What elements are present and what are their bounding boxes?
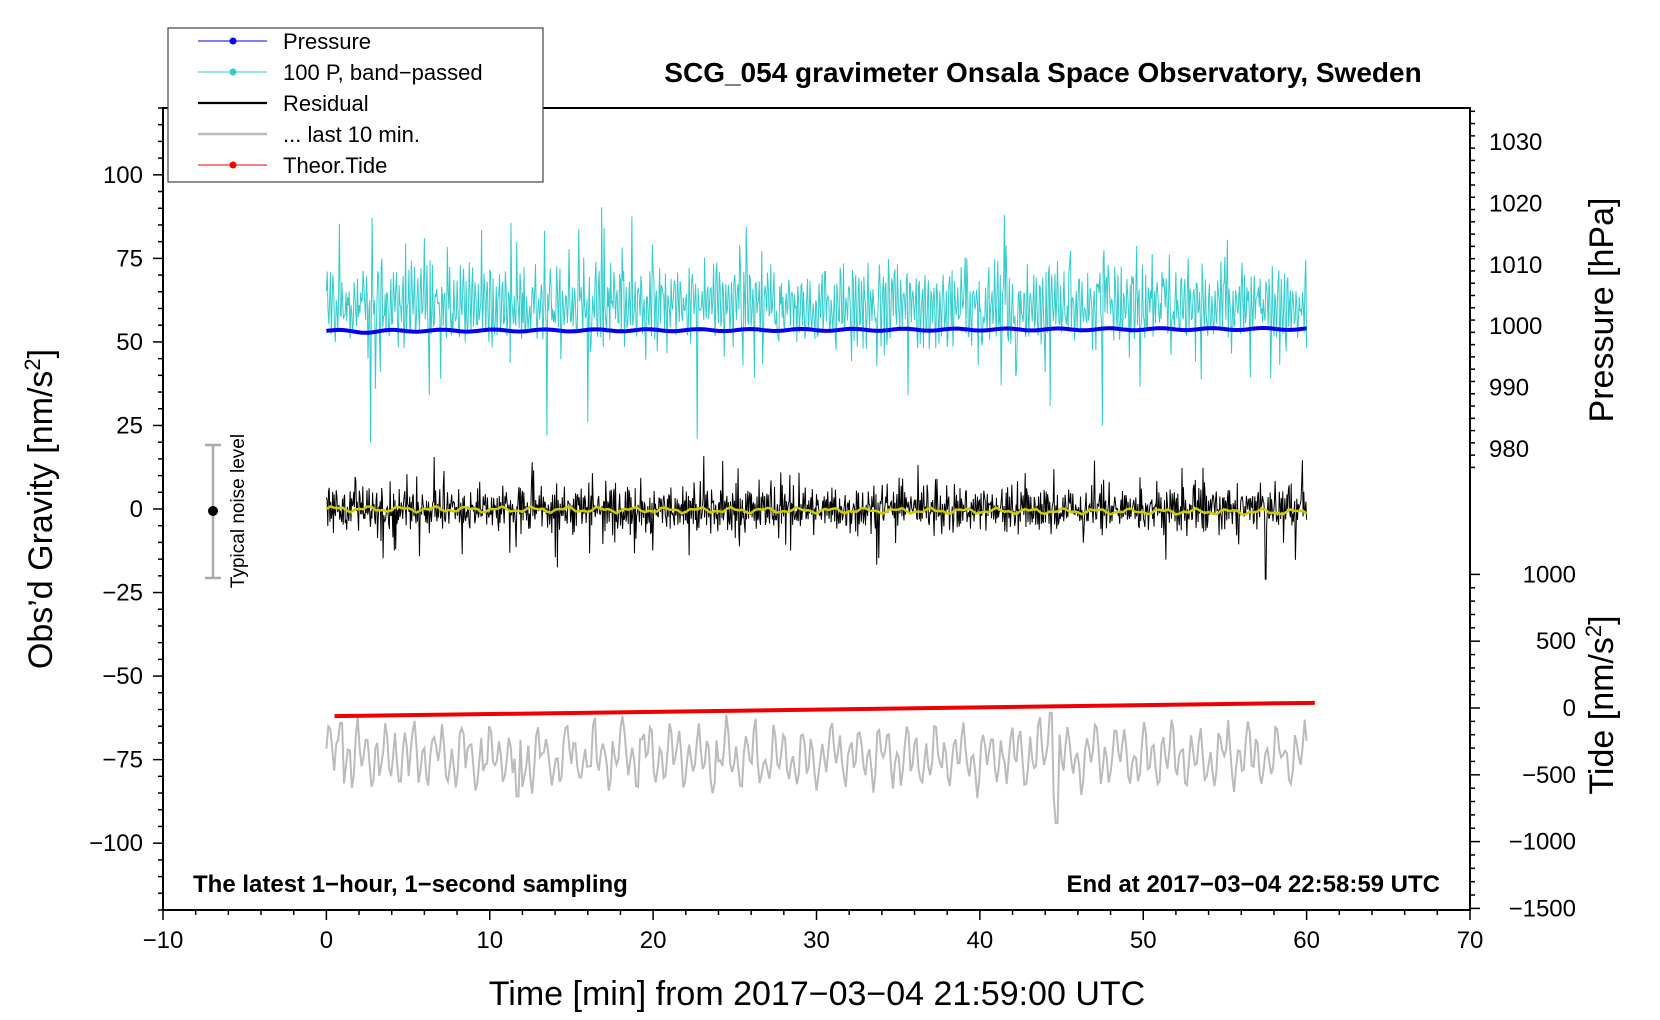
y-tick-label: 25: [116, 412, 143, 439]
y-tick-label: 100: [103, 162, 143, 189]
legend-marker: [229, 161, 237, 169]
legend: Pressure 100 P, band−passed Residual ... la…: [167, 27, 544, 183]
y-tick-label: −75: [102, 747, 143, 774]
x-tick-label: 0: [320, 927, 333, 954]
y-axis-label-tide-tail: ]: [1583, 615, 1621, 624]
caption-left: The latest 1−hour, 1−second sampling: [193, 871, 628, 898]
pressure-tick-label: 990: [1489, 375, 1529, 402]
y-tick-label: 50: [116, 329, 143, 356]
legend-label: ... last 10 min.: [283, 122, 420, 147]
series-theor-tide: [334, 700, 1315, 719]
x-tick-label: 40: [967, 927, 994, 954]
legend-label: Theor.Tide: [283, 153, 387, 178]
y-axis-label-left-sup: 2: [20, 358, 45, 370]
y-tick-label: −50: [102, 663, 143, 690]
x-tick-label: 60: [1293, 927, 1320, 954]
y-tick-label: −100: [89, 830, 143, 857]
tide-tick-label: 0: [1563, 695, 1576, 722]
noise-level-indicator: Typical noise level: [205, 434, 249, 588]
tide-tick-label: −1000: [1509, 829, 1576, 856]
y-axis-label-tide: Tide [nm/s2]: [1581, 615, 1621, 794]
series-pressure: [326, 326, 1307, 335]
x-tick-label: 20: [640, 927, 667, 954]
chart-title: SCG_054 gravimeter Onsala Space Observat…: [664, 57, 1421, 88]
legend-marker: [229, 68, 237, 76]
y-axis-label-pressure: Pressure [hPa]: [1583, 198, 1621, 423]
y-axis-label-tide-base: Tide [nm/s: [1583, 637, 1621, 794]
noise-center-dot: [208, 506, 218, 516]
series-residual: [325, 455, 1308, 580]
x-tick-label: 50: [1130, 927, 1157, 954]
y-axis-label-left: Obs’d Gravity [nm/s2]: [20, 349, 60, 669]
plot-layer: [325, 207, 1315, 825]
pressure-tick-label: 980: [1489, 436, 1529, 463]
tide-tick-label: −500: [1522, 762, 1576, 789]
caption-right: End at 2017−03−04 22:58:59 UTC: [1066, 871, 1440, 898]
x-tick-label: 70: [1457, 927, 1484, 954]
legend-box: [167, 27, 544, 183]
series-bandpassed-pressure: [325, 207, 1308, 443]
tide-tick-label: 1000: [1523, 561, 1576, 588]
legend-label: 100 P, band−passed: [283, 60, 483, 85]
pressure-tick-label: 1030: [1489, 129, 1542, 156]
legend-label: Pressure: [283, 29, 371, 54]
x-tick-label: 30: [803, 927, 830, 954]
y-tick-label: 0: [130, 496, 143, 523]
x-tick-label: −10: [143, 927, 184, 954]
x-tick-label: 10: [476, 927, 503, 954]
ticks-layer: −10 0 10 20 30 40 50 60 701007550250−25−50−75−10…: [89, 107, 1576, 954]
y-axis-label-tide-sup: 2: [1581, 625, 1606, 637]
y-tick-label: 75: [116, 245, 143, 272]
legend-marker: [229, 37, 237, 45]
pressure-tick-label: 1010: [1489, 252, 1542, 279]
pressure-tick-label: 1020: [1489, 190, 1542, 217]
series-running-mean: [325, 504, 1308, 517]
tide-tick-label: 500: [1536, 628, 1576, 655]
y-axis-label-left-tail: ]: [22, 349, 60, 358]
y-axis-label-left-base: Obs’d Gravity [nm/s: [22, 371, 60, 670]
noise-level-label: Typical noise level: [228, 434, 249, 588]
x-axis-label: Time [min] from 2017−03−04 21:59:00 UTC: [489, 975, 1145, 1013]
y-tick-label: −25: [102, 580, 143, 607]
tide-tick-label: −1500: [1509, 895, 1576, 922]
series-last-10-min: [325, 711, 1308, 825]
legend-label: Residual: [283, 91, 369, 116]
pressure-tick-label: 1000: [1489, 313, 1542, 340]
